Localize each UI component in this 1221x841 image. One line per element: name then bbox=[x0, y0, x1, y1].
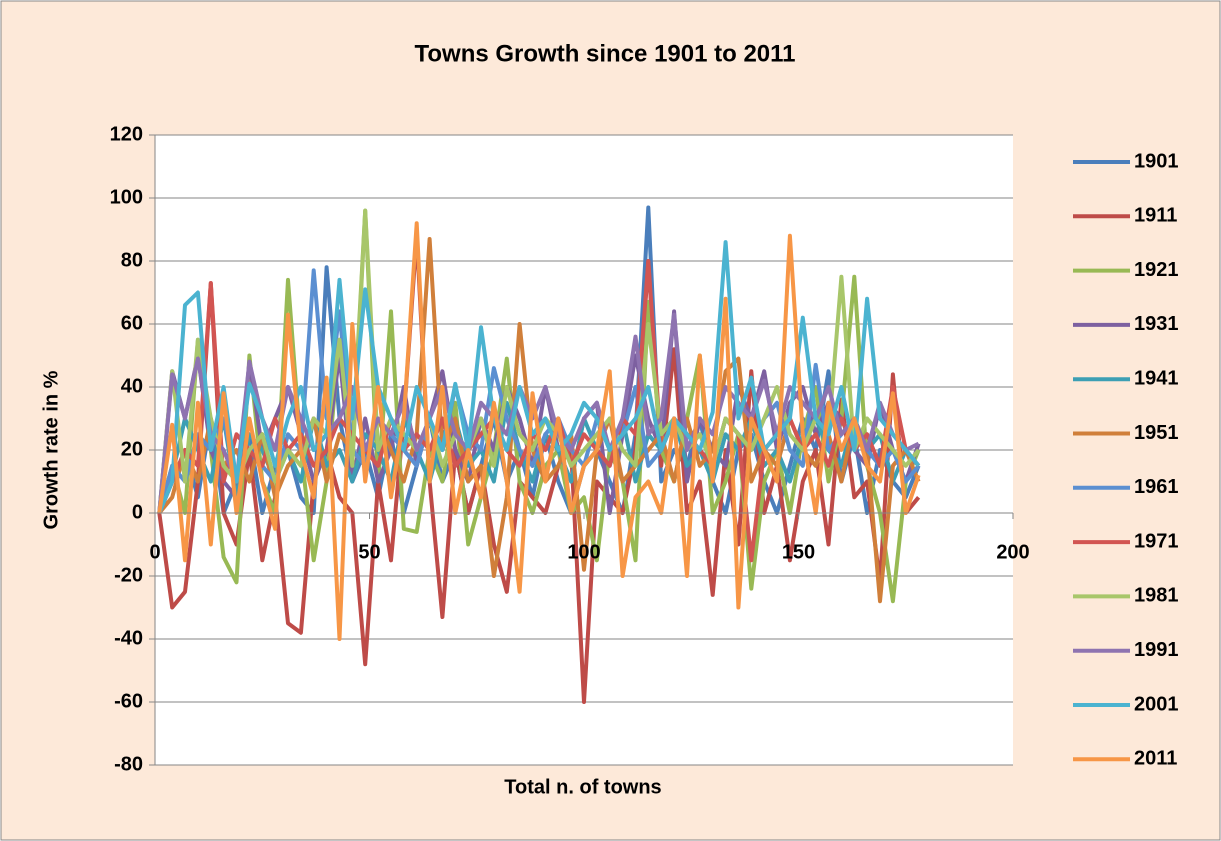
y-tick-label: 0 bbox=[132, 501, 143, 523]
y-tick-label: -60 bbox=[114, 690, 143, 712]
y-tick-label: -80 bbox=[114, 753, 143, 775]
x-tick-label: 50 bbox=[358, 541, 380, 563]
legend-label: 1991 bbox=[1134, 639, 1179, 661]
series-line bbox=[157, 221, 921, 641]
y-tick-label: -20 bbox=[114, 564, 143, 586]
series-line bbox=[157, 233, 921, 704]
legend-label: 1931 bbox=[1134, 313, 1179, 335]
y-tick-label: -40 bbox=[114, 627, 143, 649]
y-axis-label: Growth rate in % bbox=[40, 370, 62, 529]
legend-label: 1971 bbox=[1134, 530, 1179, 552]
legend-label: 1901 bbox=[1134, 150, 1179, 172]
y-tick-label: 100 bbox=[110, 186, 143, 208]
legend-label: 1911 bbox=[1134, 205, 1177, 227]
y-tick-label: 40 bbox=[121, 375, 143, 397]
x-tick-label: 200 bbox=[996, 541, 1029, 563]
y-tick-label: 60 bbox=[121, 312, 143, 334]
legend-label: 1961 bbox=[1134, 476, 1179, 498]
legend-label: 1941 bbox=[1134, 367, 1179, 389]
legend-label: 2011 bbox=[1134, 748, 1177, 770]
y-tick-label: 80 bbox=[121, 249, 143, 271]
x-tick-label: 0 bbox=[149, 541, 160, 563]
x-tick-label: 150 bbox=[782, 541, 815, 563]
chart-title: Towns Growth since 1901 to 2011 bbox=[414, 40, 795, 67]
y-tick-label: 20 bbox=[121, 438, 143, 460]
legend-label: 1921 bbox=[1134, 259, 1179, 281]
legend-label: 1981 bbox=[1134, 585, 1179, 607]
legend-label: 1951 bbox=[1134, 422, 1179, 444]
y-tick-label: 120 bbox=[110, 123, 143, 145]
legend-label: 2001 bbox=[1134, 693, 1179, 715]
x-axis-label: Total n. of towns bbox=[504, 776, 661, 798]
x-tick-label: 100 bbox=[567, 541, 600, 563]
